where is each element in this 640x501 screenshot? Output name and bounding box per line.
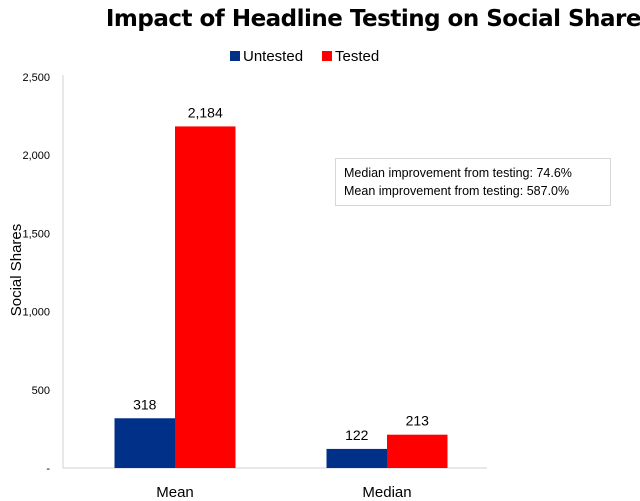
bar-tested-mean xyxy=(175,126,236,469)
data-label: 318 xyxy=(133,396,157,412)
legend-label: Tested xyxy=(335,48,379,65)
legend-label: Untested xyxy=(243,48,303,65)
bar-untested-median xyxy=(326,448,387,468)
bar-untested-mean xyxy=(114,418,175,468)
x-tick-label: Mean xyxy=(156,484,194,501)
legend-swatch-tested xyxy=(322,51,332,61)
y-tick-label: 2,500 xyxy=(22,72,50,84)
bar-tested-median xyxy=(387,434,448,468)
y-tick-label: 1,500 xyxy=(22,228,50,240)
data-label: 2,184 xyxy=(188,104,223,120)
annotation-mean: Mean improvement from testing: 587.0% xyxy=(344,184,570,198)
y-tick-label: 2,000 xyxy=(22,150,50,162)
y-tick-label: 500 xyxy=(32,385,50,397)
y-tick-label: 1,000 xyxy=(22,307,50,319)
legend-swatch-untested xyxy=(230,51,240,61)
data-label: 213 xyxy=(406,413,430,429)
y-axis-label: Social Shares xyxy=(8,224,25,317)
annotation-box: Median improvement from testing: 74.6% M… xyxy=(335,158,611,206)
y-tick-label: - xyxy=(46,463,50,475)
data-label: 122 xyxy=(345,427,369,443)
annotation-median: Median improvement from testing: 74.6% xyxy=(344,166,572,180)
x-tick-label: Median xyxy=(362,484,411,501)
chart-title: Impact of Headline Testing on Social Sha… xyxy=(105,6,640,32)
